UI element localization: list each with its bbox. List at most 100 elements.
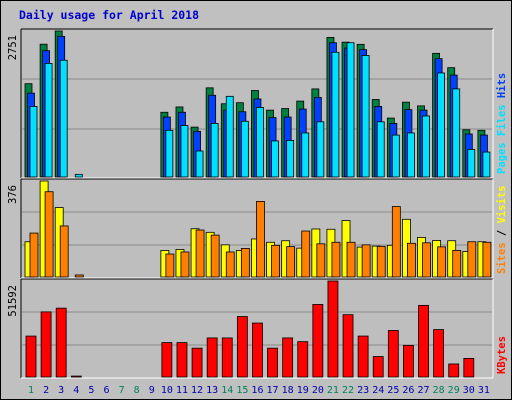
bar-pages — [240, 120, 249, 178]
legend-text: Pages Files Hits — [496, 73, 508, 174]
bar-pages — [316, 121, 325, 178]
bar-kbytes — [25, 335, 37, 378]
bar-pages — [301, 132, 310, 178]
legend-entry: Visits — [496, 185, 508, 223]
x-tick-label: 10 — [161, 385, 173, 396]
bar-kbytes — [312, 304, 324, 378]
bar-sites — [59, 225, 69, 278]
y-max-label: 2751 — [7, 35, 19, 60]
bar-sites — [256, 201, 265, 278]
x-tick-label: 31 — [478, 385, 490, 396]
bar-sites — [361, 244, 371, 278]
bar-sites — [331, 241, 341, 278]
bar-kbytes — [297, 341, 309, 378]
x-tick-label: 26 — [402, 385, 414, 396]
legend-entry: Files — [496, 104, 508, 136]
x-tick-label: 18 — [282, 385, 294, 396]
x-tick-label: 11 — [176, 385, 188, 396]
bar-sites — [180, 251, 190, 278]
bar-sites — [482, 241, 492, 278]
bar-sites — [44, 191, 54, 278]
bar-pages — [165, 129, 174, 178]
bar-pages — [437, 72, 446, 178]
x-tick-label: 12 — [191, 385, 203, 396]
bar-sites — [225, 251, 235, 278]
x-tick-label: 6 — [103, 385, 109, 396]
bar-kbytes — [282, 337, 294, 378]
x-tick-label: 14 — [221, 385, 233, 396]
x-tick-label: 25 — [387, 385, 399, 396]
bar-sites — [240, 248, 250, 278]
bar-pages — [331, 51, 340, 178]
bar-kbytes — [40, 311, 52, 378]
bar-kbytes — [70, 375, 82, 378]
bar-pages — [482, 151, 491, 178]
kbytes-panel: 51592 KBytes — [7, 278, 508, 379]
x-tick-label: 15 — [236, 385, 248, 396]
x-tick-label: 8 — [134, 385, 140, 396]
x-tick-label: 30 — [463, 385, 475, 396]
bar-sites — [346, 241, 356, 278]
bar-pages — [74, 173, 83, 178]
x-tick-label: 20 — [312, 385, 324, 396]
visits-sites-panel: 376 Sites / Visits — [7, 178, 508, 279]
bar-pages — [256, 107, 264, 178]
bar-pages — [210, 122, 219, 178]
bar-pages — [391, 134, 400, 178]
x-tick-label: 3 — [58, 385, 64, 396]
x-tick-label: 13 — [206, 385, 218, 396]
bar-kbytes — [342, 314, 354, 378]
bar-kbytes — [372, 356, 384, 378]
bar-kbytes — [463, 357, 475, 378]
bar-kbytes — [206, 337, 218, 378]
bar-sites — [452, 250, 462, 278]
bar-pages — [271, 140, 279, 178]
bar-sites — [301, 230, 311, 278]
bar-pages — [225, 95, 234, 178]
bar-pages — [195, 150, 204, 178]
bar-sites — [29, 232, 39, 278]
bar-pages — [407, 132, 415, 178]
bar-pages — [361, 55, 370, 178]
bar-pages — [452, 88, 461, 178]
bar-sites — [376, 245, 386, 278]
bar-pages — [180, 125, 189, 178]
x-tick-label: 28 — [433, 385, 445, 396]
x-tick-label: 9 — [149, 385, 155, 396]
legend-entry: Sites — [496, 242, 508, 274]
x-tick-label: 21 — [327, 385, 339, 396]
bar-sites — [391, 206, 401, 278]
bar-sites — [271, 244, 280, 278]
bar-kbytes — [387, 330, 399, 378]
bar-kbytes — [161, 342, 173, 378]
bar-sites — [467, 241, 477, 278]
bar-sites — [407, 242, 416, 278]
bar-kbytes — [357, 335, 369, 378]
bar-pages — [286, 139, 295, 178]
bar-pages — [422, 115, 430, 178]
bar-pages — [376, 121, 385, 178]
x-tick-label: 24 — [372, 385, 384, 396]
x-tick-label: 16 — [251, 385, 263, 396]
legend-entry: KBytes — [496, 336, 508, 374]
x-tick-label: 17 — [267, 385, 279, 396]
legend-text: KBytes — [496, 336, 508, 374]
x-tick-label: 22 — [342, 385, 354, 396]
bar-kbytes — [403, 344, 414, 378]
bar-pages — [44, 63, 53, 178]
bar-pages — [467, 149, 476, 178]
x-tick-label: 19 — [297, 385, 309, 396]
x-tick-label: 27 — [417, 385, 429, 396]
bar-kbytes — [252, 322, 263, 378]
bar-sites — [437, 246, 447, 278]
x-tick-label: 2 — [43, 385, 49, 396]
x-tick-label: 4 — [73, 385, 79, 396]
bar-sites — [210, 234, 220, 278]
legend-text: Sites / Visits — [496, 185, 508, 274]
bar-sites — [422, 242, 431, 278]
bar-kbytes — [191, 347, 203, 378]
x-tick-label: 7 — [119, 385, 125, 396]
x-axis-day-labels: 1 2 3 4 5 6 7 8 9 10 11 12 13 14 15 16 17 18 19 20 21 22 23 24 2… — [28, 385, 490, 396]
chart-title: Daily usage for April 2018 — [19, 8, 199, 22]
